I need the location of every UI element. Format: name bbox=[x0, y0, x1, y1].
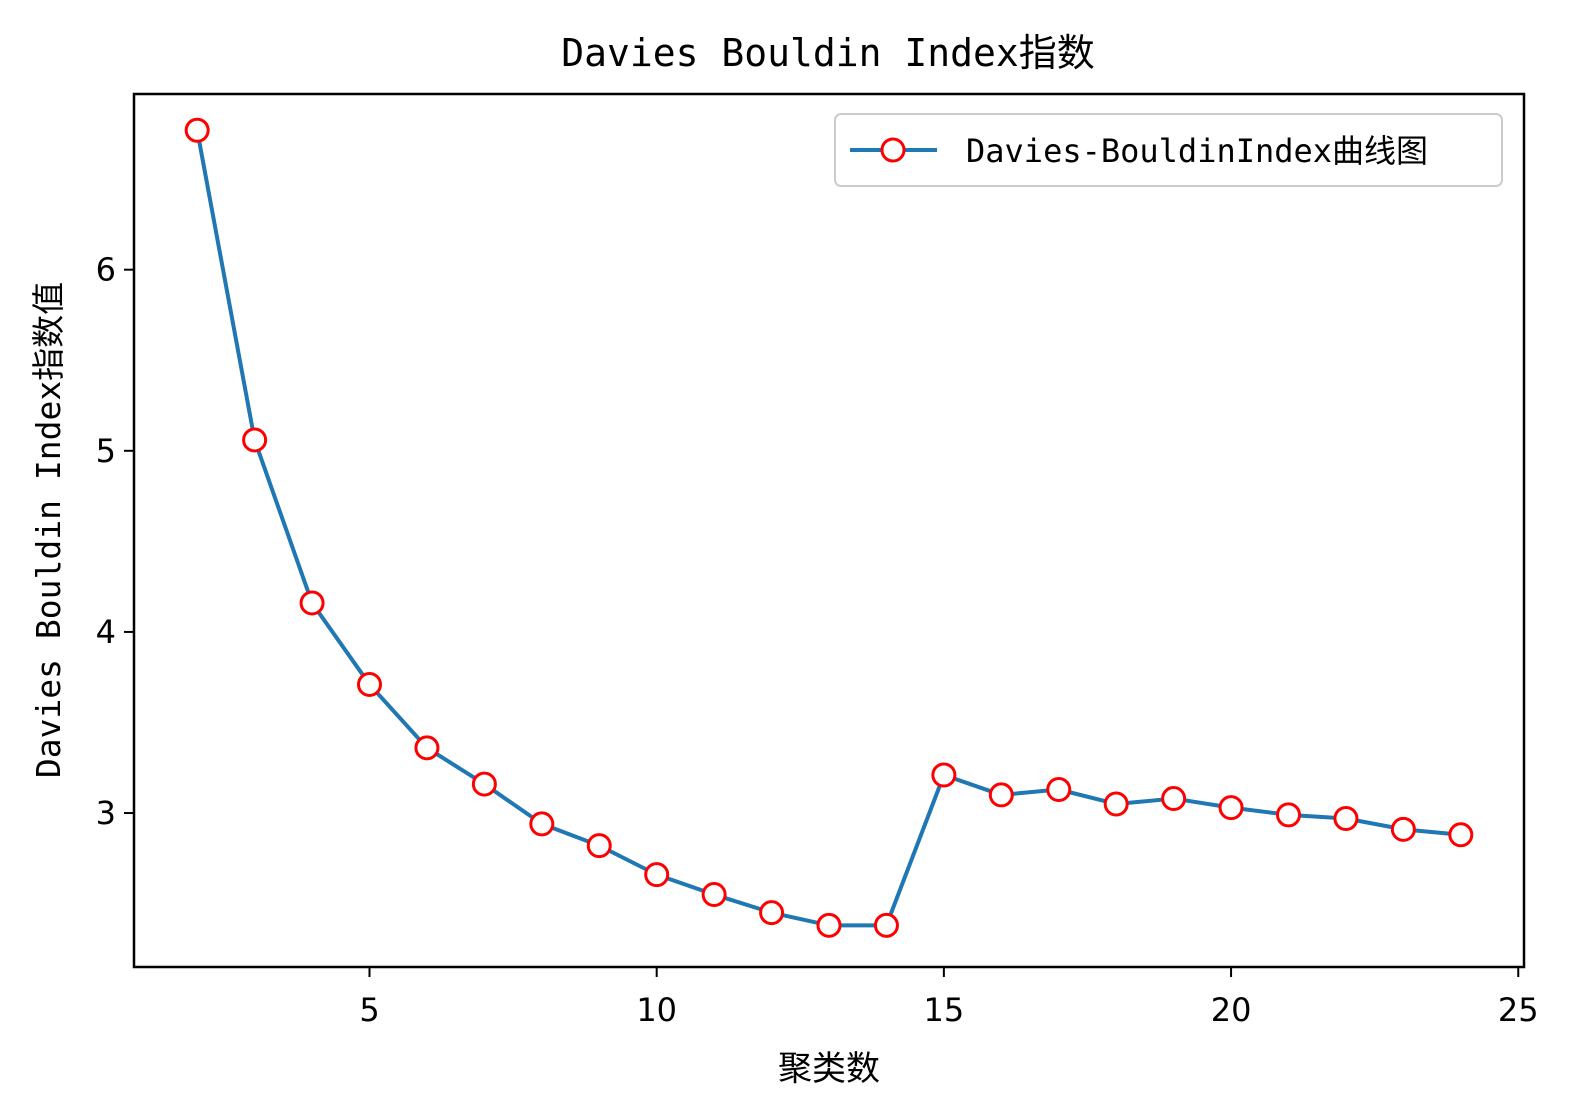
data-point bbox=[1218, 795, 1244, 821]
data-point bbox=[414, 735, 440, 761]
data-point bbox=[586, 833, 612, 859]
data-point bbox=[1448, 822, 1474, 848]
y-axis: 3 4 5 6 bbox=[96, 251, 134, 832]
chart-title: Davies Bouldin Index指数 bbox=[561, 31, 1095, 75]
data-point bbox=[356, 671, 382, 697]
legend-label: Davies-BouldinIndex曲线图 bbox=[966, 132, 1428, 170]
x-axis-label: 聚类数 bbox=[778, 1049, 880, 1089]
series-line bbox=[195, 129, 1462, 928]
data-point bbox=[644, 862, 670, 888]
y-tick-label: 3 bbox=[96, 794, 116, 832]
axes-frame bbox=[132, 92, 1526, 969]
data-point bbox=[1161, 786, 1187, 812]
x-tick-label: 15 bbox=[924, 991, 965, 1029]
data-point bbox=[299, 590, 325, 616]
data-point bbox=[988, 782, 1014, 808]
x-tick-label: 10 bbox=[636, 991, 677, 1029]
x-tick-label: 25 bbox=[1498, 991, 1539, 1029]
data-point bbox=[184, 117, 210, 143]
data-point bbox=[1333, 805, 1359, 831]
data-point bbox=[1276, 802, 1302, 828]
data-point bbox=[1046, 777, 1072, 803]
data-point bbox=[242, 427, 268, 453]
legend-marker bbox=[880, 137, 906, 163]
x-axis: 5 10 15 20 25 bbox=[359, 967, 1539, 1029]
x-tick-label: 5 bbox=[359, 991, 379, 1029]
data-point bbox=[701, 882, 727, 908]
data-point bbox=[471, 771, 497, 797]
data-point bbox=[873, 912, 899, 938]
y-tick-label: 5 bbox=[96, 432, 116, 470]
data-point bbox=[931, 762, 957, 788]
data-point bbox=[816, 912, 842, 938]
data-point bbox=[529, 811, 555, 837]
data-point bbox=[759, 900, 785, 926]
legend: Davies-BouldinIndex曲线图 bbox=[834, 113, 1503, 187]
y-tick-label: 4 bbox=[96, 613, 116, 651]
plot-area bbox=[184, 117, 1474, 938]
data-point bbox=[1390, 816, 1416, 842]
data-point bbox=[1103, 791, 1129, 817]
y-axis-label: Davies Bouldin Index指数值 bbox=[29, 282, 68, 778]
legend-box bbox=[834, 113, 1503, 187]
y-tick-label: 6 bbox=[96, 251, 116, 289]
x-tick-label: 20 bbox=[1211, 991, 1252, 1029]
